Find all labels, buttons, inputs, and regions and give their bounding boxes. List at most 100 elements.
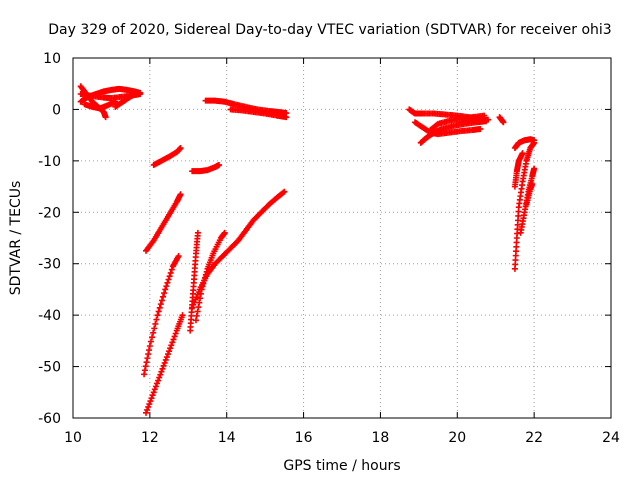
data-point bbox=[171, 333, 178, 340]
data-point bbox=[168, 266, 175, 273]
y-tick-label: -40 bbox=[38, 308, 61, 324]
data-point bbox=[529, 181, 536, 187]
data-point bbox=[145, 403, 152, 410]
data-point bbox=[194, 229, 201, 236]
data-point bbox=[531, 165, 538, 172]
data-point bbox=[221, 229, 228, 236]
data-point bbox=[151, 325, 158, 332]
data-point bbox=[161, 290, 168, 297]
data-point bbox=[170, 336, 177, 343]
data-point bbox=[148, 395, 155, 402]
data-point bbox=[150, 329, 157, 336]
data-point bbox=[153, 380, 160, 387]
data-point bbox=[200, 280, 207, 287]
series-s11 bbox=[189, 188, 288, 311]
data-point bbox=[500, 119, 507, 126]
data-points bbox=[77, 83, 538, 416]
data-point bbox=[144, 406, 151, 413]
data-point bbox=[197, 290, 204, 297]
x-tick-label: 12 bbox=[141, 430, 159, 446]
data-point bbox=[166, 348, 173, 355]
y-tick-label: -20 bbox=[38, 205, 61, 221]
data-point bbox=[143, 359, 150, 366]
series-s10 bbox=[187, 229, 201, 334]
data-point bbox=[155, 377, 162, 384]
series-s23 bbox=[511, 139, 538, 272]
data-point bbox=[164, 279, 171, 286]
data-point bbox=[146, 343, 153, 349]
data-point bbox=[157, 371, 164, 378]
data-point bbox=[165, 276, 172, 283]
data-point bbox=[198, 286, 205, 293]
y-tick-label: -30 bbox=[38, 257, 61, 273]
data-point bbox=[102, 114, 109, 121]
data-point bbox=[144, 355, 151, 362]
data-point bbox=[280, 189, 287, 196]
y-tick-label: -10 bbox=[38, 154, 61, 170]
data-point bbox=[177, 145, 184, 151]
x-tick-label: 16 bbox=[295, 430, 313, 446]
data-point bbox=[162, 286, 169, 293]
series-s21 bbox=[496, 114, 507, 126]
data-point bbox=[159, 365, 166, 372]
series-s6 bbox=[143, 191, 184, 254]
data-point bbox=[283, 114, 290, 121]
data-point bbox=[281, 188, 288, 195]
series-s20 bbox=[458, 116, 492, 126]
y-tick-label: 10 bbox=[43, 51, 61, 67]
data-point bbox=[152, 320, 159, 327]
x-tick-label: 22 bbox=[525, 430, 543, 446]
data-point bbox=[195, 304, 202, 311]
data-point bbox=[197, 295, 204, 302]
series-s24 bbox=[511, 150, 526, 190]
series-s7 bbox=[150, 145, 184, 168]
data-point bbox=[177, 191, 184, 198]
data-point bbox=[149, 334, 156, 341]
series-s4 bbox=[81, 98, 119, 112]
x-tick-label: 20 bbox=[448, 430, 466, 446]
data-point bbox=[147, 398, 154, 405]
data-point bbox=[175, 253, 182, 259]
y-tick-label: -60 bbox=[38, 411, 61, 427]
series-s18 bbox=[427, 112, 488, 133]
x-tick-label: 10 bbox=[64, 430, 82, 446]
data-point bbox=[141, 367, 148, 374]
x-tick-label: 24 bbox=[602, 430, 620, 446]
series-s26 bbox=[523, 181, 536, 208]
series-s5 bbox=[112, 89, 142, 110]
data-point bbox=[156, 304, 163, 311]
x-tick-label: 14 bbox=[218, 430, 236, 446]
data-point bbox=[135, 89, 142, 96]
data-point bbox=[150, 389, 157, 396]
data-point bbox=[145, 351, 152, 358]
data-point bbox=[203, 268, 210, 275]
series-s15 bbox=[227, 106, 290, 121]
data-point bbox=[168, 342, 175, 349]
data-point bbox=[141, 371, 148, 378]
data-point bbox=[155, 308, 162, 315]
data-point bbox=[149, 392, 156, 399]
data-point bbox=[216, 161, 223, 168]
data-point bbox=[152, 383, 159, 390]
grid-lines bbox=[73, 58, 611, 418]
data-point bbox=[202, 274, 209, 281]
data-point bbox=[158, 297, 165, 304]
data-point bbox=[143, 409, 150, 416]
data-point bbox=[172, 330, 179, 337]
data-point bbox=[196, 299, 203, 306]
data-point bbox=[154, 312, 161, 319]
data-point bbox=[142, 363, 149, 370]
data-point bbox=[166, 273, 173, 280]
data-point bbox=[194, 308, 201, 315]
data-point bbox=[163, 283, 170, 290]
data-point bbox=[146, 347, 153, 354]
y-axis-label: SDTVAR / TECUs bbox=[8, 181, 24, 296]
data-point bbox=[199, 283, 206, 290]
data-point bbox=[485, 116, 492, 123]
data-point bbox=[169, 339, 176, 346]
series-s12 bbox=[192, 229, 228, 324]
data-point bbox=[202, 271, 209, 278]
data-point bbox=[147, 338, 154, 345]
data-point bbox=[167, 345, 174, 352]
